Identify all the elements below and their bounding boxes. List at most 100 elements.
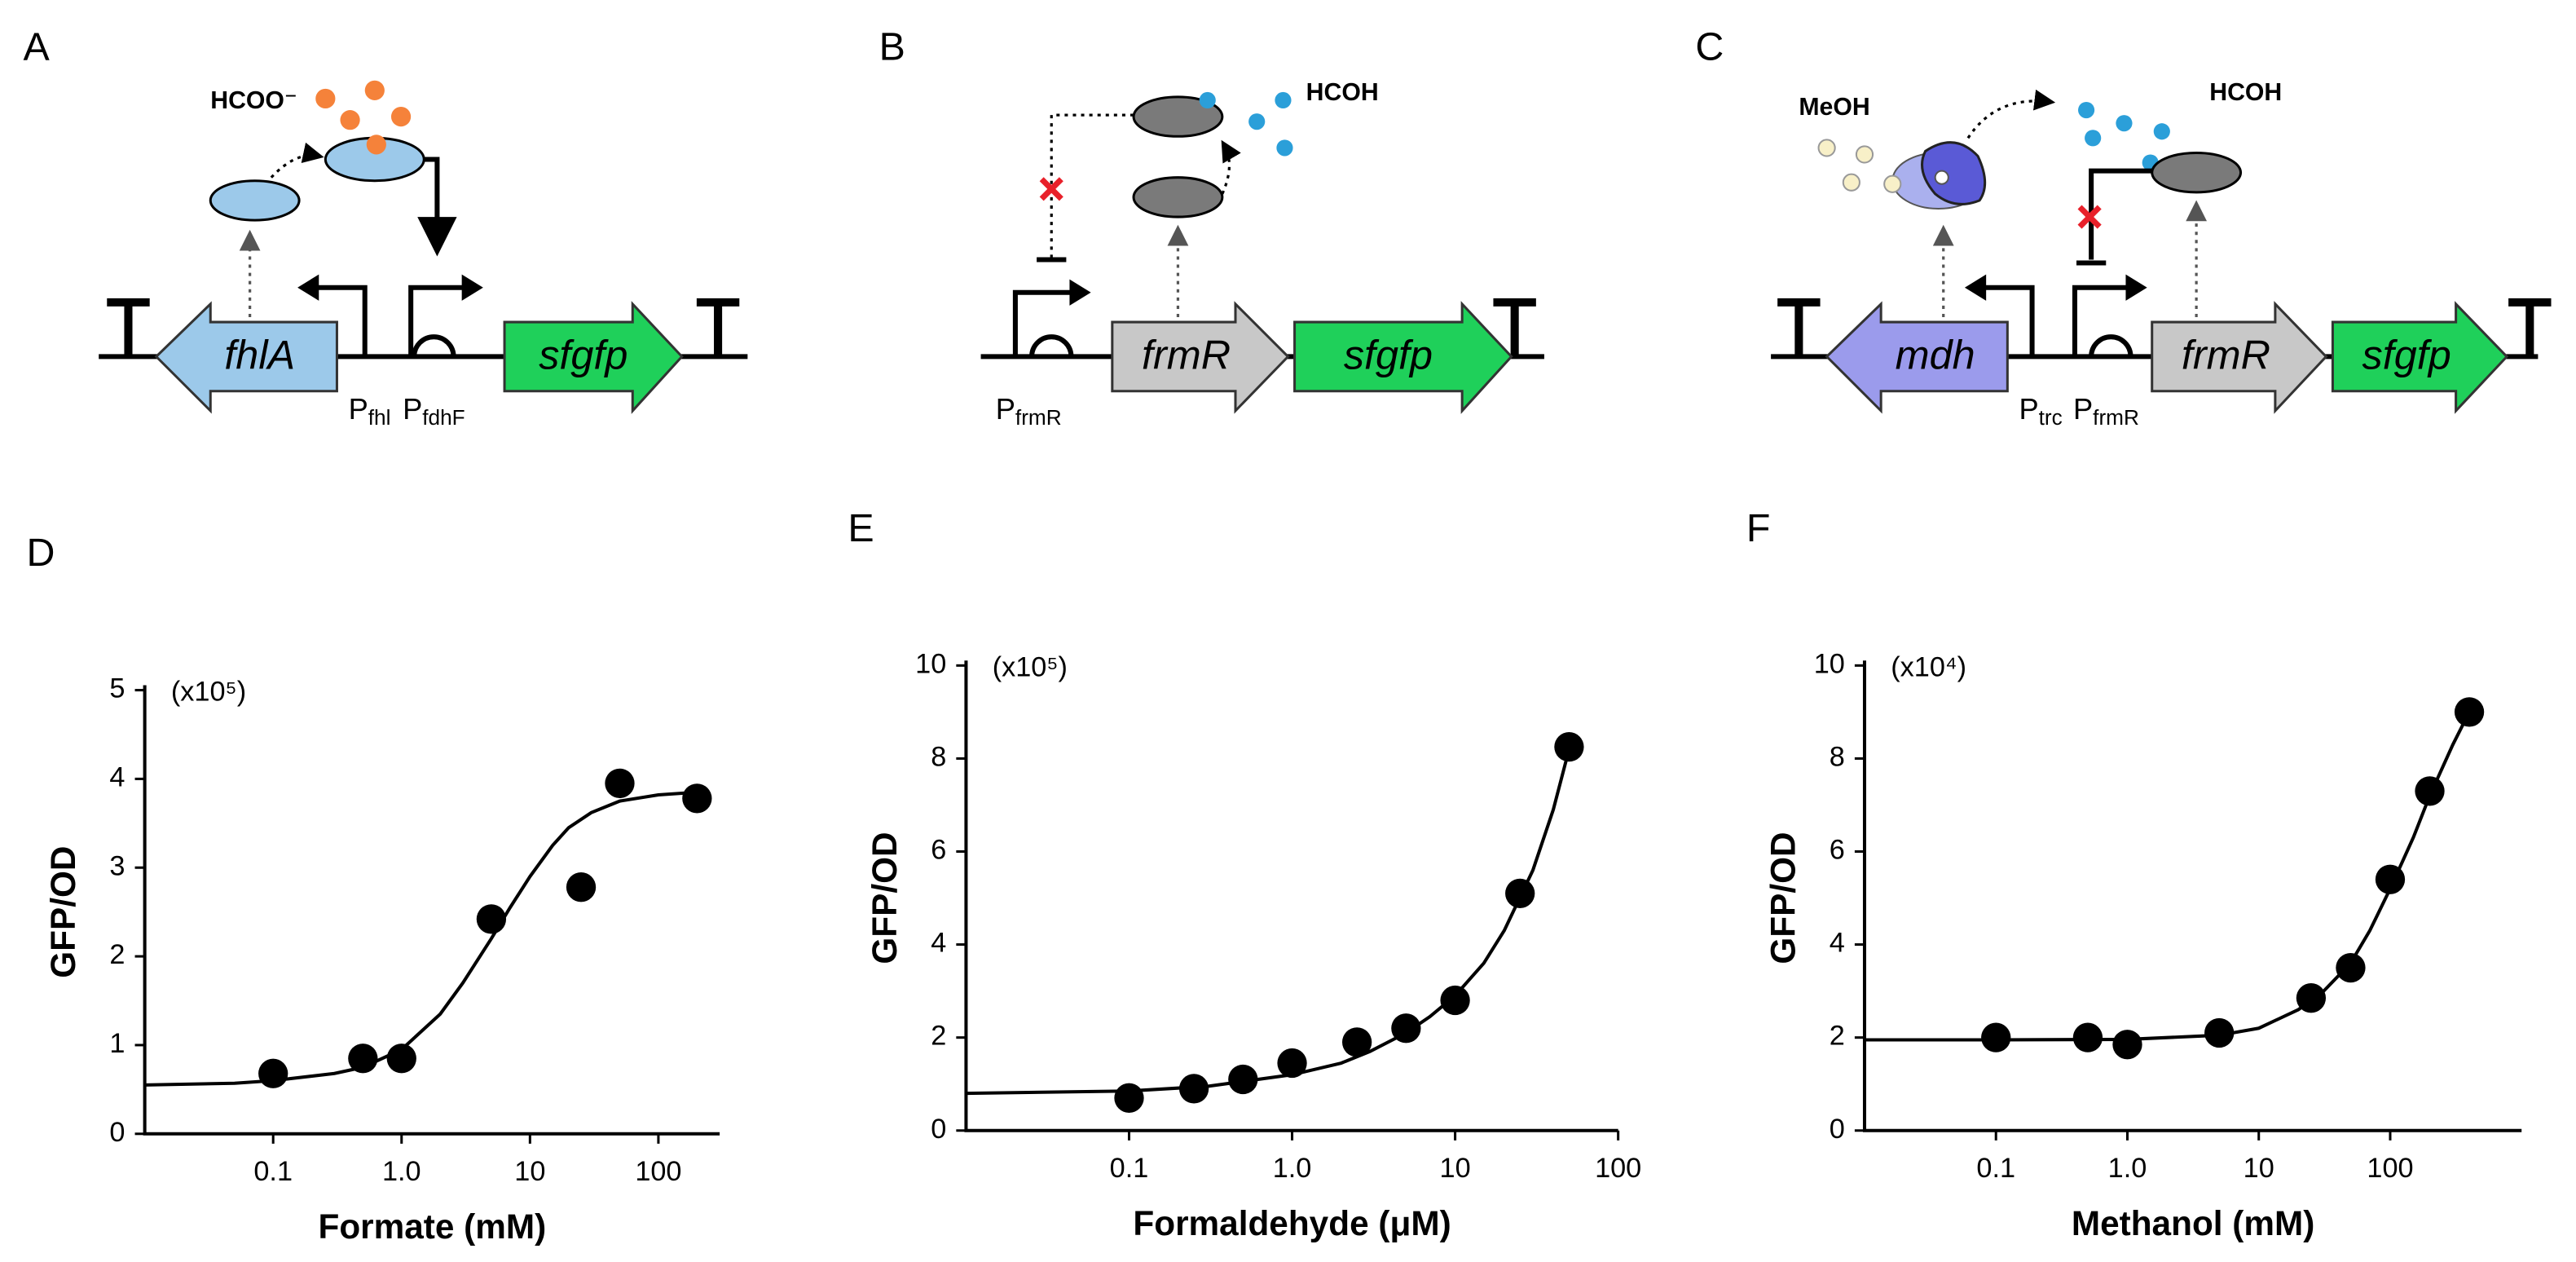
promoter-label: Ptrc — [2019, 391, 2062, 429]
y-tick-label: 2 — [109, 939, 125, 970]
promoter-label: PfdhF — [403, 391, 465, 429]
x-tick-label: 0.1 — [1976, 1153, 2015, 1184]
gene-arrow — [1293, 301, 1513, 414]
gene-label: frmR — [2182, 332, 2270, 378]
panel-letter: C — [1695, 24, 1724, 68]
data-point — [258, 1058, 288, 1088]
molecules — [2078, 101, 2170, 171]
fit-line — [966, 748, 1571, 1096]
gene-arrow — [1825, 301, 2009, 414]
y-tick-label: 10 — [1814, 648, 1845, 679]
y-tick-label: 2 — [931, 1021, 946, 1052]
gene-label: sfgfp — [539, 332, 627, 378]
promoter-label: PfrmR — [2073, 391, 2139, 429]
axis — [1862, 660, 2522, 1132]
gene-label: sfgfp — [1344, 332, 1433, 378]
promoter — [408, 285, 464, 357]
unit-annotation: (x10⁴) — [1891, 651, 1966, 682]
operator — [412, 334, 456, 357]
data-point — [605, 768, 635, 798]
data-point — [386, 1044, 416, 1074]
x-tick-label: 10 — [2244, 1153, 2274, 1184]
data-point — [1277, 1048, 1307, 1079]
panel-letter: A — [23, 24, 50, 68]
data-point — [2204, 1017, 2235, 1048]
x-tick-label: 1.0 — [382, 1156, 421, 1187]
panel-b: B PfrmR frmR sfgfp HCOH — [879, 24, 1544, 430]
data-point — [2072, 1022, 2103, 1052]
binding-arrow — [270, 142, 324, 179]
terminator — [107, 298, 150, 357]
y-axis-title: GFP/OD — [865, 832, 904, 964]
promoter-main: P — [2019, 391, 2038, 425]
x-axis-title: Methanol (mM) — [2072, 1204, 2315, 1242]
y-tick-label: 0 — [109, 1117, 125, 1148]
y-tick-label: 5 — [109, 673, 125, 704]
y-tick-label: 2 — [1830, 1021, 1845, 1052]
terminator — [2508, 298, 2552, 357]
x-tick-label: 100 — [2367, 1153, 2413, 1184]
molecules — [1199, 91, 1293, 157]
terminator — [1493, 298, 1536, 357]
y-axis-title: GFP/OD — [1764, 832, 1802, 964]
y-tick-label: 6 — [1830, 835, 1845, 866]
data-point — [566, 872, 597, 902]
panel-c: C mdh Ptrc PfrmR frmR sfgfp MeOH HCOH — [1695, 24, 2552, 430]
y-axis-title: GFP/OD — [44, 846, 82, 978]
arrowhead — [297, 274, 319, 301]
unit-annotation: (x10⁵) — [171, 677, 246, 708]
y-tick-label: 8 — [1830, 741, 1845, 772]
x-tick-label: 10 — [1440, 1153, 1471, 1184]
panel-letter: E — [848, 506, 874, 550]
protein — [209, 179, 301, 222]
y-tick-label: 4 — [109, 761, 125, 792]
promoter-sub: frmR — [2093, 405, 2139, 430]
binding-arrow — [1221, 139, 1241, 195]
panel-letter: F — [1746, 506, 1771, 550]
promoter-main: P — [349, 391, 368, 425]
x-tick-label: 0.1 — [1110, 1153, 1149, 1184]
arrowhead — [1964, 274, 1987, 301]
molecules — [1817, 139, 1902, 193]
y-tick-label: 4 — [931, 928, 946, 959]
promoter-main: P — [403, 391, 422, 425]
molecule-label: HCOH — [1306, 79, 1379, 106]
x-tick-label: 1.0 — [2108, 1153, 2147, 1184]
y-tick-label: 3 — [109, 850, 125, 881]
gene-arrow — [1111, 301, 1290, 414]
gene-label: fhlA — [224, 332, 295, 378]
promoter — [315, 285, 368, 357]
arrowhead — [461, 274, 483, 301]
fit-line — [1864, 711, 2471, 1042]
promoter-label: Pfhl — [349, 391, 391, 429]
x-tick-label: 100 — [635, 1156, 681, 1187]
gene-label: sfgfp — [2362, 332, 2451, 378]
data-point — [2112, 1030, 2142, 1060]
promoter-label: PfrmR — [996, 391, 1062, 429]
terminator — [696, 298, 740, 357]
unit-annotation: (x10⁵) — [993, 651, 1068, 682]
x-tick-label: 0.1 — [253, 1156, 293, 1187]
data-point — [2336, 952, 2366, 983]
x-tick-label: 10 — [514, 1156, 545, 1187]
panel-letter: D — [27, 531, 55, 575]
gene-label: frmR — [1142, 332, 1231, 378]
x-tick-label: 100 — [1595, 1153, 1641, 1184]
promoter-main: P — [2073, 391, 2093, 425]
operator — [1029, 334, 1074, 357]
molecule-label: HCOO⁻ — [210, 87, 297, 114]
data-point — [1981, 1022, 2011, 1052]
y-tick-label: 8 — [931, 741, 946, 772]
promoter — [1983, 285, 2035, 357]
promoter-sub: frmR — [1015, 405, 1062, 430]
promoter-main: P — [996, 391, 1015, 425]
promoter — [1012, 289, 1072, 357]
block-mark — [1039, 177, 1063, 201]
y-tick-label: 0 — [1830, 1114, 1845, 1145]
panel-a: A fhlA sfgfp Pfhl PfdhF HCOO⁻ — [23, 24, 748, 430]
promoter-sub: fdhF — [422, 405, 465, 430]
data-point — [1342, 1027, 1372, 1057]
protein — [1132, 95, 1224, 138]
promoter — [2072, 285, 2128, 357]
